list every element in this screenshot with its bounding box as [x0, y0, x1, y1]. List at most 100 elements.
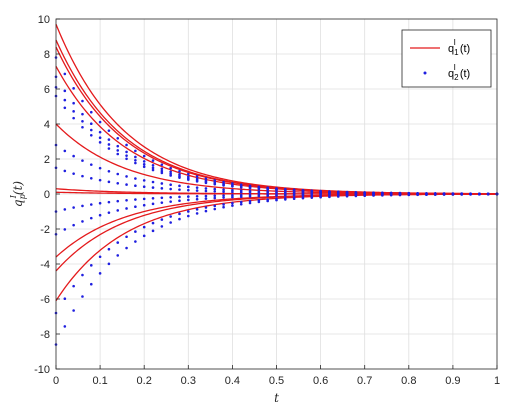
y-tick-label: -4: [40, 259, 50, 271]
q2-point: [89, 216, 93, 220]
q2-point: [178, 169, 181, 173]
q2-point: [178, 212, 181, 216]
q2-point: [98, 166, 102, 170]
q2-point: [222, 203, 225, 206]
q2-point: [248, 186, 252, 190]
x-tick-label: 0.3: [181, 375, 196, 387]
y-tick-label: 0: [44, 189, 50, 201]
q2-point: [151, 221, 155, 225]
q2-point: [134, 158, 137, 162]
series-q2: [54, 56, 499, 346]
q2-point: [433, 193, 437, 196]
q2-point: [257, 187, 261, 191]
q2-point: [142, 225, 146, 229]
q2-point: [81, 125, 84, 129]
q2-point: [257, 191, 261, 194]
q2-point: [239, 202, 243, 206]
q2-point: [231, 185, 234, 188]
q2-point: [301, 193, 305, 197]
q2-point: [98, 178, 102, 182]
q2-point: [134, 184, 137, 187]
q2-point: [160, 171, 164, 175]
legend-swatch-q2: [423, 71, 427, 75]
q2-point: [63, 228, 67, 231]
q2-point: [178, 188, 181, 191]
q2-point: [142, 234, 146, 238]
q2-point: [187, 185, 190, 189]
q2-point: [98, 136, 102, 140]
q2-point: [98, 213, 102, 217]
x-tick-label: 1: [494, 375, 500, 387]
q2-point: [187, 195, 190, 198]
q2-point: [195, 180, 199, 183]
q2-point: [63, 106, 67, 110]
q2-point: [134, 230, 137, 233]
x-tick-label: 0: [53, 375, 59, 387]
q2-point: [187, 198, 190, 202]
x-axis-ticks: 0 0.1 0.2 0.3 0.4 0.5 0.6 0.7 0.8 0.9 1: [53, 365, 500, 387]
q2-point: [478, 193, 481, 196]
q2-point: [239, 200, 243, 204]
q2-point: [151, 196, 155, 200]
q2-point: [169, 215, 172, 218]
y-axis-label-sub: p: [18, 194, 27, 199]
q2-point: [160, 225, 164, 228]
q2-point: [116, 136, 120, 140]
q2-point: [169, 200, 172, 203]
q2-point: [222, 184, 225, 187]
q2-point: [98, 130, 102, 134]
q2-point: [81, 112, 84, 116]
y-tick-label: 4: [44, 119, 50, 131]
q2-point: [195, 212, 199, 215]
q2-point: [266, 194, 269, 198]
q2-point: [72, 172, 75, 175]
q2-point: [151, 180, 155, 184]
q2-point: [187, 210, 190, 213]
q2-point: [72, 309, 75, 312]
q2-point: [72, 116, 75, 120]
q2-point: [63, 149, 67, 153]
q2-point: [89, 133, 93, 137]
q2-point: [89, 282, 93, 286]
q2-point: [187, 178, 190, 181]
q2-point: [142, 160, 146, 163]
q2-point: [98, 120, 102, 124]
q2-point: [116, 149, 120, 152]
q2-point: [151, 164, 155, 167]
y-axis-ticks: -10 -8 -6 -4 -2 0 2 4 6 8 10: [34, 14, 60, 376]
q2-point: [248, 195, 252, 198]
q2-point: [231, 195, 234, 199]
q2-point: [134, 155, 137, 159]
q2-point: [231, 201, 234, 205]
q2-point: [248, 201, 252, 205]
x-tick-label: 0.4: [225, 375, 240, 387]
q2-point: [89, 163, 93, 166]
q2-point: [151, 186, 155, 189]
q2-point: [81, 119, 84, 123]
legend-q1-sup: I: [454, 38, 456, 47]
q2-point: [134, 198, 137, 201]
q2-point: [213, 187, 217, 191]
y-tick-label: 8: [44, 49, 50, 61]
q2-point: [195, 197, 199, 201]
q2-point: [275, 194, 278, 197]
legend-entry-q2: q2I (t): [448, 63, 470, 82]
q2-point: [381, 194, 384, 197]
q2-point: [134, 161, 137, 165]
q2-point: [160, 196, 164, 200]
q2-point: [63, 169, 67, 173]
q2-point: [125, 198, 128, 202]
q2-point: [63, 98, 67, 102]
q2-point: [178, 176, 181, 179]
q2-point: [187, 172, 190, 176]
q2-point: [89, 122, 93, 126]
q2-point: [98, 201, 102, 205]
q2-point: [151, 159, 155, 162]
q2-point: [204, 189, 208, 193]
y-axis-label-main: q: [11, 199, 25, 207]
q2-point: [125, 246, 128, 250]
q2-point: [345, 194, 349, 198]
q2-point: [63, 325, 67, 328]
q2-point: [151, 229, 155, 233]
q2-point: [372, 194, 375, 197]
